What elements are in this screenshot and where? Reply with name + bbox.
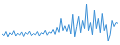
plot-area (2, 4, 118, 41)
data-line (2, 4, 118, 41)
chart (0, 0, 120, 45)
